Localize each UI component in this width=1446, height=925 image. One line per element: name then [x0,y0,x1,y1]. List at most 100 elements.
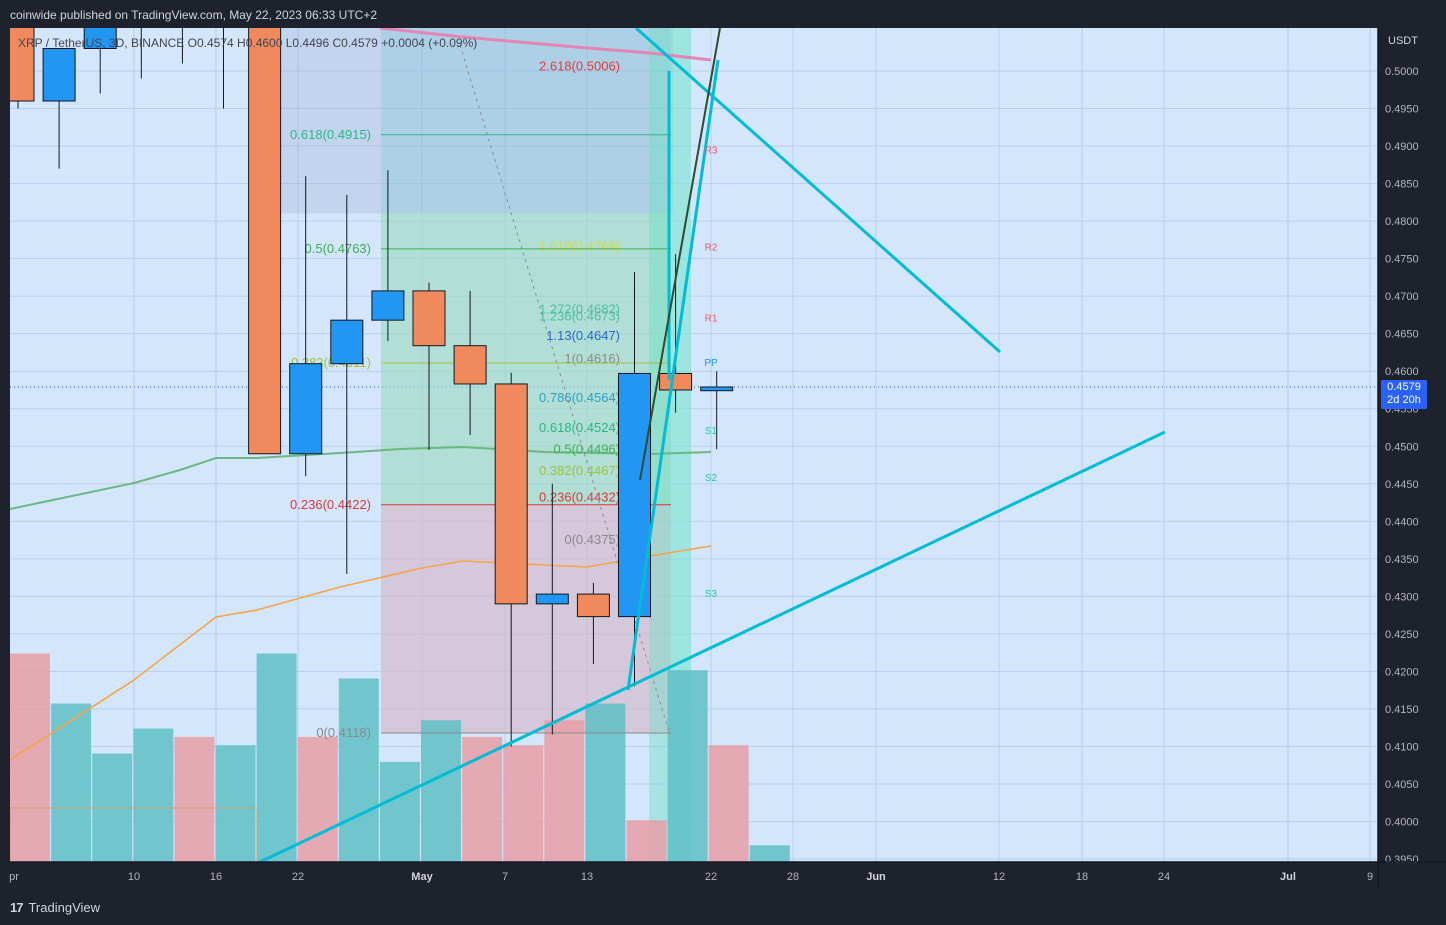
moving-averages [10,28,712,761]
volume-bar [338,678,379,862]
pivot-label: R3 [705,146,718,157]
pivot-label: R1 [705,314,718,325]
candle-body [659,372,693,391]
legend-close: C0.4579 [332,36,378,50]
volume-bar [379,761,420,862]
price-tick-label: 0.4700 [1385,291,1419,303]
time-tick-label: 28 [787,871,799,883]
candle-body [83,28,117,49]
trendline-steep [626,59,720,691]
candle-body [494,383,528,605]
price-unit-label: USDT [1388,35,1418,47]
volume-bar [10,653,50,862]
ma-green [10,445,712,510]
countdown-value: 2d 20h [1387,394,1421,406]
time-tick-label: Jul [1280,871,1296,883]
current-price-tag: 0.4579 2d 20h [1381,380,1427,409]
time-tick-label: 18 [1076,871,1088,883]
legend-open: O0.4574 [187,36,234,50]
volume-bar [544,720,585,862]
pivot-label: S2 [705,473,718,484]
candle-body [289,363,323,455]
time-tick-label: 9 [1367,871,1373,883]
tradingview-logo-icon: 17 [10,900,24,915]
time-tick-label: 12 [993,871,1005,883]
fib-right-label: 0.382(0.4467) [539,463,620,478]
pivot-labels: R3 R2 R1 PP S1 S2 S3 [704,146,718,601]
time-tick-label: 13 [581,871,593,883]
price-tick-label: 0.4050 [1385,779,1419,791]
candle-body [618,372,651,618]
trendline-down [635,28,1001,354]
time-tick-label: 16 [210,871,222,883]
price-tick-label: 0.4750 [1385,254,1419,266]
fib-trend-dashed [459,44,671,736]
fib-right-label: 0.5(0.4496) [554,441,621,456]
fib-left-label: 0.5(0.4763) [305,241,372,256]
fib-right-label: 0(0.4375) [564,532,620,547]
footer-brand: TradingView [28,900,101,915]
volume-bar [585,703,626,862]
volume-bars [10,653,790,862]
price-tick-label: 0.4850 [1385,179,1419,191]
ma-orange [10,545,712,761]
zone-upper-left [273,28,673,214]
current-price-value: 0.4579 [1387,381,1421,393]
volume-bar [297,736,338,862]
fib-right-label: 2.618(0.5006) [539,58,620,73]
time-tick-label: 24 [1158,871,1170,883]
time-tick-label: pr [9,871,19,883]
candle-body [535,593,569,605]
fib-right-label: 1.618(0.4766) [539,239,620,254]
pivot-label: PP [704,358,718,369]
legend-change: +0.0004 (+0.09%) [381,36,478,50]
fib-right-label: 1.272(0.4682) [539,302,620,317]
price-tick-label: 0.4950 [1385,104,1419,116]
price-tick-label: 0.4450 [1385,479,1419,491]
volume-profile-box [10,807,258,862]
candle-body [42,47,76,102]
time-tick-label: 22 [705,871,717,883]
trend-lines[interactable] [259,28,1166,862]
candle-body [700,386,734,392]
fib-right-label: 0.786(0.4564) [539,390,620,405]
price-tick-label: 0.4650 [1385,329,1419,341]
volume-bar [667,670,708,862]
footer[interactable]: 17 TradingView [10,900,100,915]
price-tick-label: 0.4400 [1385,516,1419,528]
pivot-label: S1 [705,426,718,437]
price-axis-bg [1378,28,1446,888]
fib-right-label: 1(0.4616) [564,351,620,366]
ma-pink [379,28,712,62]
time-axis[interactable]: pr 10 16 22 May 7 13 22 28 Jun 12 18 24 Jul 9 [9,862,1378,888]
fib-left-label: 0(0.4118) [316,725,371,740]
published-text: coinwide published on TradingView.com, M… [10,8,378,22]
price-tick-label: 0.4300 [1385,591,1419,603]
fib-left-label: 0.236(0.4422) [290,497,371,512]
time-axis-bg [10,862,1378,888]
legend: XRP / TetherUS, 3D, BINANCE O0.4574 H0.4… [18,36,477,50]
legend-high: H0.4600 [237,36,283,50]
candle-body [10,28,35,102]
time-tick-label: 10 [128,871,140,883]
price-tick-label: 0.3950 [1385,854,1419,866]
price-tick-label: 0.4150 [1385,704,1419,716]
price-tick-label: 0.5000 [1385,66,1419,78]
candles[interactable] [2,0,734,747]
volume-bar [51,703,92,862]
price-tick-label: 0.4500 [1385,441,1419,453]
candle-body [208,0,240,26]
candle-body [576,593,610,618]
pivot-label: S3 [705,589,718,600]
fib-right-label: 1.13(0.4647) [546,328,620,343]
fib-right-label: 0.236(0.4432) [539,489,620,504]
price-axis[interactable]: USDT 0.5000 0.4950 0.4900 0.4850 0.4800 0.4750… [1378,28,1446,888]
trendline-dark [639,28,721,481]
volume-bar [174,736,215,862]
volume-bar [215,745,256,862]
volume-bar [626,820,667,862]
volume-bar [133,728,174,862]
candle-body [330,319,364,365]
candle-body [248,28,282,455]
